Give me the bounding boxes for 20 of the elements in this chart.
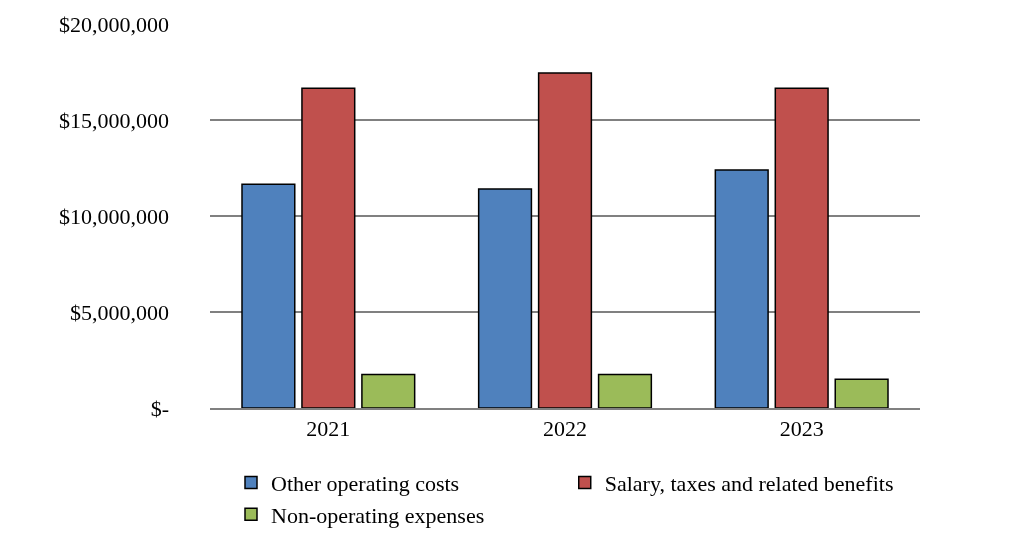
- bar: [774, 87, 829, 408]
- x-tick-label: 2021: [306, 416, 351, 442]
- bar: [301, 87, 356, 408]
- bar: [477, 188, 533, 408]
- bar: [834, 378, 889, 408]
- bar: [361, 373, 416, 408]
- legend-label: Other operating costs: [271, 471, 460, 497]
- x-tick-label: 2022: [543, 416, 587, 442]
- x-tick-label: 2023: [779, 416, 824, 442]
- bar: [537, 72, 593, 408]
- y-tick-label: $-: [150, 395, 169, 421]
- bar: [241, 183, 296, 408]
- y-tick-label: $15,000,000: [59, 107, 169, 133]
- y-tick-label: $5,000,000: [70, 299, 169, 325]
- bar: [714, 169, 769, 408]
- bar: [597, 373, 653, 408]
- y-tick-label: $10,000,000: [59, 203, 169, 229]
- y-tick-label: $20,000,000: [59, 11, 169, 37]
- legend-label: Non-operating expenses: [271, 502, 485, 528]
- legend-label: Salary, taxes and related benefits: [604, 471, 894, 497]
